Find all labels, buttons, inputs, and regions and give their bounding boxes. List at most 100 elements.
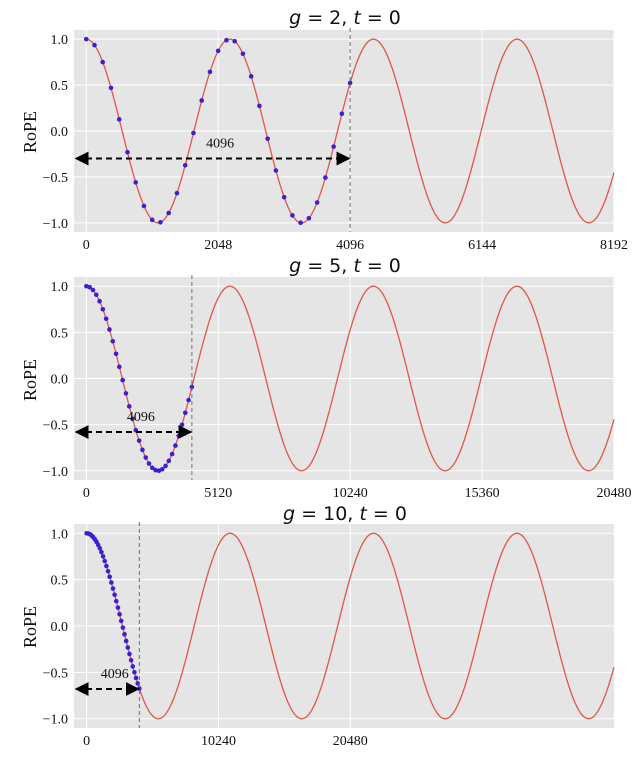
- x-tick-label: 0: [83, 486, 90, 501]
- data-point: [189, 384, 195, 390]
- y-tick-label: −0.5: [43, 171, 68, 186]
- data-point: [99, 549, 104, 555]
- panel-title: g = 5, t = 0: [289, 255, 401, 277]
- data-point: [179, 422, 185, 428]
- data-point: [339, 111, 345, 116]
- data-point: [166, 458, 172, 464]
- annotation-layer: 4096: [74, 522, 140, 728]
- data-point: [199, 98, 204, 103]
- data-point: [112, 592, 117, 598]
- data-point: [306, 215, 312, 221]
- data-point: [90, 287, 96, 293]
- data-point: [290, 213, 295, 218]
- data-point: [248, 74, 254, 79]
- data-point: [215, 48, 221, 54]
- y-tick-label: −1.0: [43, 217, 68, 232]
- data-point: [105, 568, 111, 574]
- data-point: [97, 298, 102, 304]
- data-point: [133, 180, 139, 185]
- y-tick-label: 1.0: [51, 527, 69, 542]
- rope-curve-line: [86, 285, 615, 472]
- y-tick-label: 0.0: [51, 125, 69, 140]
- data-point: [166, 210, 171, 216]
- x-tick-label: 0: [83, 734, 90, 749]
- gridlines: [74, 524, 614, 728]
- data-point: [104, 563, 109, 569]
- context-length-label: 4096: [206, 137, 234, 152]
- data-point: [107, 327, 112, 332]
- data-point: [163, 463, 168, 469]
- rope-curve-line: [86, 532, 615, 720]
- data-point: [159, 466, 165, 472]
- panel-g5: g = 5, t = 0 RoPE 4096 1.0 0.5 0.0 −0.5 −1.0…: [20, 255, 632, 501]
- data-point: [100, 59, 106, 65]
- curve-layer: [86, 285, 615, 472]
- data-point: [110, 586, 116, 591]
- data-point: [347, 80, 353, 86]
- data-point: [298, 220, 303, 226]
- data-point: [102, 558, 108, 564]
- data-point: [169, 451, 175, 457]
- data-point: [240, 51, 246, 57]
- data-point: [115, 605, 121, 610]
- x-tick-label: 4096: [336, 238, 364, 253]
- x-tick-label: 10240: [201, 734, 236, 749]
- data-point: [323, 175, 328, 180]
- data-point: [123, 638, 129, 644]
- data-point: [95, 542, 101, 548]
- data-point: [108, 85, 114, 91]
- annotation-layer: 4096: [74, 28, 351, 232]
- data-point: [143, 455, 149, 460]
- context-length-label: 4096: [127, 410, 155, 425]
- y-tick-labels: 1.0 0.5 0.0 −0.5 −1.0: [43, 527, 68, 727]
- data-point: [130, 664, 136, 669]
- data-point: [127, 651, 132, 657]
- data-point: [174, 190, 180, 196]
- data-point: [120, 625, 126, 630]
- data-point: [183, 410, 188, 416]
- dots-layer: [84, 530, 142, 691]
- data-point: [149, 217, 155, 223]
- x-tick-labels: 0 2048 4096 6144 8192: [83, 238, 628, 253]
- annotation-layer: 4096: [74, 275, 193, 480]
- data-point: [92, 42, 97, 48]
- data-point: [132, 670, 137, 675]
- x-tick-label: 5120: [204, 486, 232, 501]
- data-point: [232, 38, 237, 44]
- data-point: [257, 103, 262, 109]
- data-point: [207, 69, 213, 75]
- data-point: [122, 632, 127, 637]
- data-point: [83, 36, 89, 42]
- data-point: [117, 611, 122, 617]
- data-point: [140, 447, 145, 453]
- data-point: [125, 149, 130, 155]
- data-point: [87, 284, 92, 290]
- data-point: [110, 338, 116, 344]
- y-tick-label: −1.0: [43, 465, 68, 480]
- y-tick-label: 1.0: [51, 33, 69, 48]
- x-tick-label: 6144: [468, 238, 496, 253]
- data-point: [224, 37, 229, 43]
- y-tick-label: 0.0: [51, 620, 69, 635]
- data-point: [273, 168, 279, 173]
- data-point: [116, 117, 122, 122]
- data-point: [97, 546, 103, 551]
- y-tick-labels: 1.0 0.5 0.0 −0.5 −1.0: [43, 33, 68, 232]
- panel-g10: g = 10, t = 0 RoPE 4096 1.0 0.5 0.0 −0.5 −1.…: [20, 503, 615, 749]
- panel-g2: g = 2, t = 0 RoPE 4096 1.0 0.5 0.0 −0.5 −1.0…: [20, 7, 628, 253]
- data-point: [93, 292, 99, 298]
- y-tick-label: 0.5: [51, 79, 69, 94]
- x-tick-labels: 0 5120 10240 15360 20480: [83, 486, 632, 501]
- data-point: [281, 194, 287, 200]
- data-point: [186, 397, 191, 403]
- dots-layer: [83, 36, 353, 226]
- data-point: [314, 200, 320, 205]
- data-point: [117, 364, 122, 370]
- panel-title: g = 10, t = 0: [283, 503, 407, 525]
- data-point: [125, 645, 131, 650]
- data-point: [136, 438, 142, 443]
- panel-title: g = 2, t = 0: [289, 7, 401, 29]
- data-point: [100, 554, 106, 559]
- data-point: [128, 657, 134, 663]
